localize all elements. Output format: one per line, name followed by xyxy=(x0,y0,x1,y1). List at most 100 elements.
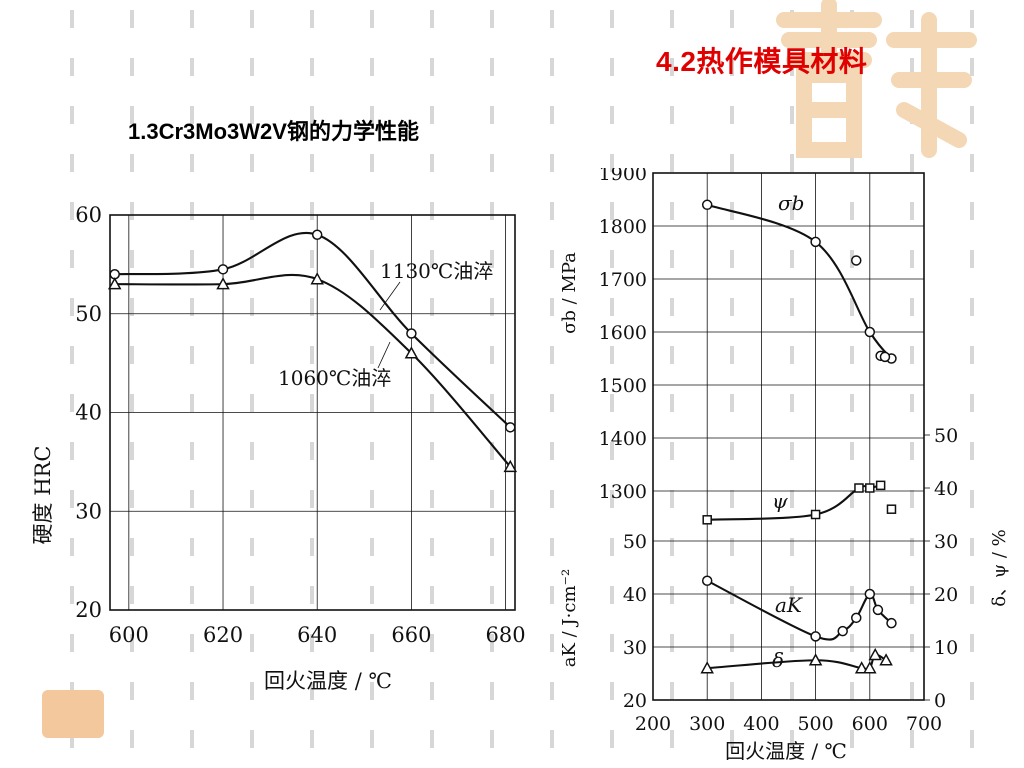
slide-title: 4.2热作模具材料 xyxy=(656,46,868,77)
y-tick-label: 60 xyxy=(75,203,102,227)
properties-xlabel: 回火温度 / ℃ xyxy=(725,739,847,763)
data-point-triangle xyxy=(310,272,324,285)
properties-chart: 200 300 400 500 600 7001300140015001600170018… xyxy=(559,168,1010,763)
data-point-circle xyxy=(886,617,897,629)
data-point-circle xyxy=(311,229,323,240)
dash-column xyxy=(310,0,314,768)
properties-curves xyxy=(700,199,897,674)
sigma-b-curve-label: σb xyxy=(778,191,804,215)
hardness-curves xyxy=(107,229,518,473)
ak-curve-label: aK xyxy=(775,593,803,617)
x-tick-label: 600 xyxy=(109,623,149,647)
data-point-circle xyxy=(810,236,821,248)
data-point-circle xyxy=(864,588,876,600)
x-tick-label: 400 xyxy=(743,713,779,735)
x-tick-label: 700 xyxy=(906,713,942,735)
data-point-triangle xyxy=(808,653,823,666)
hardness-chart: 600 620 640 660 680 20 30 40 50 60 1130℃油淬 1060℃油… xyxy=(31,203,526,693)
sigma-tick-label: 1700 xyxy=(599,269,647,291)
data-point-triangle xyxy=(879,653,893,666)
data-point-circle xyxy=(406,328,417,339)
dash-column xyxy=(970,0,974,768)
data-point-square xyxy=(865,483,875,493)
x-tick-label: 620 xyxy=(203,623,243,647)
delta-psi-tick-label: 50 xyxy=(934,425,958,447)
data-point-circle xyxy=(851,612,862,624)
data-point-triangle xyxy=(854,661,869,674)
dash-column xyxy=(370,0,374,768)
sigma-tick-label: 1900 xyxy=(599,168,647,185)
data-point-square xyxy=(810,509,821,520)
hardness-xlabel: 回火温度 / ℃ xyxy=(264,669,392,693)
data-point-square xyxy=(875,480,886,491)
x-tick-label: 640 xyxy=(297,623,337,647)
data-point-triangle xyxy=(700,661,714,674)
dash-column xyxy=(430,0,434,768)
dash-column xyxy=(610,0,614,768)
data-point-square xyxy=(854,483,864,493)
ak-tick-label: 30 xyxy=(623,637,647,659)
data-point-circle xyxy=(217,264,229,275)
dash-column xyxy=(490,0,494,768)
x-tick-label: 200 xyxy=(635,713,671,735)
y-tick-label: 20 xyxy=(75,598,102,622)
series-label-1130-leader xyxy=(379,281,401,311)
sigma-b-ylabel: σb / MPa xyxy=(559,252,580,334)
data-point-circle xyxy=(701,199,713,211)
dash-column xyxy=(550,0,554,768)
delta-psi-tick-label: 0 xyxy=(934,690,946,712)
sigma-tick-label: 1300 xyxy=(599,481,647,503)
data-point-circle xyxy=(837,625,848,637)
hardness-ylabel: 硬度 HRC xyxy=(31,446,55,545)
psi-curve-label: ψ xyxy=(772,489,788,513)
delta-psi-tick-label: 10 xyxy=(934,637,958,659)
series-label-1060-leader xyxy=(377,341,391,369)
ak-ylabel: aK / J·cm⁻² xyxy=(559,569,580,668)
y-tick-label: 40 xyxy=(75,401,102,425)
delta-psi-ylabel: δ、ψ / % xyxy=(989,529,1010,607)
data-point-triangle xyxy=(216,277,230,290)
data-point-circle xyxy=(810,631,821,642)
data-point-circle xyxy=(872,604,884,616)
sigma-tick-label: 1400 xyxy=(599,428,647,450)
ak-tick-label: 50 xyxy=(623,531,647,553)
x-tick-label: 500 xyxy=(797,713,833,735)
dash-column xyxy=(70,0,74,768)
series-label-1130: 1130℃油淬 xyxy=(380,259,493,283)
slide-subtitle: 1.3Cr3Mo3W2V钢的力学性能 xyxy=(128,119,419,144)
dash-column xyxy=(190,0,194,768)
series-label-1060: 1060℃油淬 xyxy=(278,366,391,390)
data-point-triangle xyxy=(868,647,882,661)
delta-curve-label: δ xyxy=(772,648,784,672)
data-point-triangle xyxy=(404,346,419,359)
data-point-triangle xyxy=(503,459,518,473)
data-point-circle xyxy=(505,422,516,433)
y-tick-label: 30 xyxy=(75,499,102,523)
properties-ticks: 200 300 400 500 600 7001300140015001600170018… xyxy=(599,168,959,735)
sigma-tick-label: 1600 xyxy=(599,322,647,344)
x-tick-label: 680 xyxy=(486,623,526,647)
series-line-sigma-b xyxy=(706,203,893,360)
x-tick-label: 660 xyxy=(391,623,431,647)
hardness-ticks: 600 620 640 660 680 20 30 40 50 60 xyxy=(75,203,525,647)
delta-psi-tick-label: 20 xyxy=(934,584,958,606)
data-point-circle xyxy=(864,326,876,338)
properties-gridlines xyxy=(652,172,930,701)
dash-column xyxy=(670,0,674,768)
data-point-triangle xyxy=(107,277,122,290)
ak-tick-label: 40 xyxy=(623,584,647,606)
data-point-circle xyxy=(879,351,891,363)
ak-tick-label: 20 xyxy=(623,690,647,712)
small-logo-badge xyxy=(42,690,104,738)
delta-psi-tick-label: 30 xyxy=(934,531,958,553)
dash-column xyxy=(250,0,254,768)
x-tick-label: 300 xyxy=(689,713,725,735)
data-point-triangle xyxy=(863,661,877,674)
dash-column xyxy=(130,0,134,768)
delta-psi-tick-label: 40 xyxy=(934,478,958,500)
x-tick-label: 600 xyxy=(852,713,888,735)
data-point-circle xyxy=(851,255,862,266)
dash-column xyxy=(910,0,914,768)
sigma-tick-label: 1500 xyxy=(599,375,647,397)
sigma-tick-label: 1800 xyxy=(599,216,647,238)
